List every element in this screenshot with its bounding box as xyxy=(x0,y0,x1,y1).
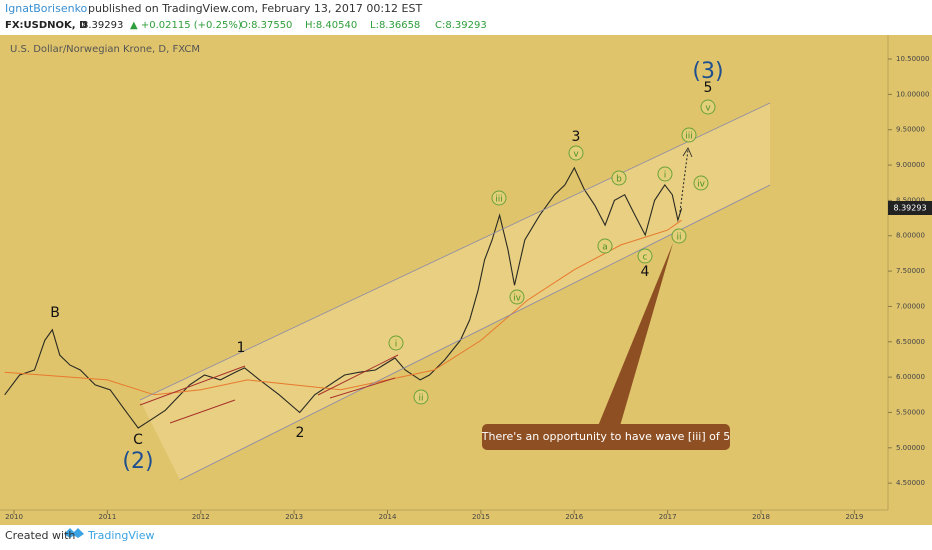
y-tick-label: 5.00000 xyxy=(896,444,925,452)
small-channel xyxy=(317,354,399,396)
wave-circle xyxy=(671,228,687,244)
wave-circle xyxy=(491,190,507,206)
wave-label: 3 xyxy=(572,129,581,145)
x-tick-label: 2015 xyxy=(472,513,490,521)
wave-circle xyxy=(611,170,627,186)
minor-label: ii xyxy=(418,394,423,404)
low: L:8.36658 xyxy=(370,20,420,31)
chart-title: U.S. Dollar/Norwegian Krone, D, FXCM xyxy=(10,44,200,55)
y-tick-label: 9.00000 xyxy=(896,161,925,169)
wave-circle xyxy=(657,166,673,182)
small-channel xyxy=(139,365,246,406)
callout-box xyxy=(482,424,730,450)
wave-circle xyxy=(413,389,429,405)
y-tick-label: 10.00000 xyxy=(896,90,929,98)
price-label: 8.39293 xyxy=(893,204,926,213)
change: ▲ +0.02115 (+0.25%) xyxy=(130,20,242,31)
y-tick-label: 8.50000 xyxy=(896,196,925,204)
y-tick-label: 4.50000 xyxy=(896,479,925,487)
x-tick-label: 2011 xyxy=(98,513,116,521)
minor-label: iii xyxy=(495,195,503,205)
published: published on TradingView.com, February 1… xyxy=(88,2,422,15)
minor-label: i xyxy=(664,171,667,181)
minor-label: v xyxy=(573,150,579,160)
channel-line xyxy=(139,102,771,401)
x-tick-label: 2012 xyxy=(192,513,210,521)
footer-brand[interactable]: TradingView xyxy=(87,529,154,542)
minor-label: i xyxy=(395,340,398,350)
degree-label: (2) xyxy=(122,449,153,474)
price-tag xyxy=(888,201,932,215)
minor-label: iv xyxy=(697,180,706,190)
wave-label: B xyxy=(50,305,60,321)
open: O:8.37550 xyxy=(240,20,292,31)
x-tick-label: 2018 xyxy=(752,513,770,521)
channel-line xyxy=(179,184,771,481)
wave-circle xyxy=(637,248,653,264)
minor-label: b xyxy=(616,175,622,185)
wave-circle xyxy=(693,175,709,191)
x-tick-label: 2016 xyxy=(565,513,583,521)
wave-label: 5 xyxy=(704,80,713,96)
x-tick-label: 2019 xyxy=(845,513,863,521)
wave-circle xyxy=(681,127,697,143)
series-line xyxy=(4,166,683,429)
close: C:8.39293 xyxy=(435,20,487,31)
x-tick-label: 2013 xyxy=(285,513,303,521)
wave-circle xyxy=(509,289,525,305)
minor-label: ii xyxy=(676,233,681,243)
wave-circle xyxy=(700,99,716,115)
projection-arrow xyxy=(679,149,689,213)
callout-text: There's an opportunity to have wave [iii… xyxy=(481,430,730,443)
author[interactable]: IgnatBorisenko xyxy=(5,2,88,15)
minor-label: c xyxy=(643,253,648,263)
callout-pointer xyxy=(598,243,673,426)
y-tick-label: 8.00000 xyxy=(896,232,925,240)
y-tick-label: 5.50000 xyxy=(896,408,925,416)
x-tick-label: 2017 xyxy=(659,513,677,521)
minor-label: v xyxy=(705,104,711,114)
y-tick-label: 9.50000 xyxy=(896,126,925,134)
minor-label: iii xyxy=(685,132,693,142)
wave-label: 2 xyxy=(296,425,305,441)
arrow-head xyxy=(682,147,693,158)
y-tick-label: 7.50000 xyxy=(896,267,925,275)
wave-circle xyxy=(568,145,584,161)
degree-label: (3) xyxy=(692,59,723,84)
footer-created: Created with xyxy=(5,529,75,542)
x-tick-label: 2014 xyxy=(379,513,397,521)
y-tick-label: 10.50000 xyxy=(896,55,929,63)
wave-label: C xyxy=(133,432,143,448)
high: H:8.40540 xyxy=(305,20,357,31)
minor-label: a xyxy=(602,243,608,253)
logo xyxy=(64,528,84,538)
y-tick-label: 6.00000 xyxy=(896,373,925,381)
last: 8.39293 xyxy=(82,20,123,31)
wave-label: 4 xyxy=(641,264,650,280)
x-tick-label: 2010 xyxy=(5,513,23,521)
y-tick-label: 6.50000 xyxy=(896,338,925,346)
wave-label: 1 xyxy=(237,340,246,356)
small-channel xyxy=(329,377,396,399)
minor-label: iv xyxy=(513,294,522,304)
wave-circle xyxy=(388,335,404,351)
small-channel xyxy=(169,399,236,424)
symbol: FX:USDNOK, D xyxy=(5,20,87,31)
y-tick-label: 7.00000 xyxy=(896,302,925,310)
wave-circle xyxy=(597,238,613,254)
